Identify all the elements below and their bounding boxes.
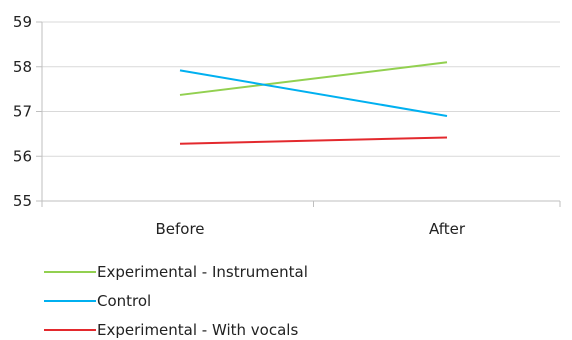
y-tick-label: 59 (13, 13, 32, 31)
legend-label-2: Experimental - With vocals (97, 321, 298, 339)
x-tick-label-before: Before (155, 220, 204, 238)
y-tick-label: 57 (13, 103, 32, 121)
gridlines (42, 21, 560, 157)
series-line-1 (179, 69, 448, 117)
y-tick-label: 58 (13, 58, 32, 76)
x-tick-label-after: After (429, 220, 466, 238)
legend: Experimental - Instrumental Control Experi… (44, 263, 308, 339)
y-tick-label: 55 (13, 192, 32, 210)
y-tick-label: 56 (13, 147, 32, 165)
legend-label-1: Control (97, 292, 151, 310)
tick-labels: 55 56 57 58 59 Before After (13, 13, 466, 238)
legend-label-0: Experimental - Instrumental (97, 263, 308, 281)
axes (36, 21, 561, 207)
series-line-0 (179, 61, 448, 96)
series-lines (179, 61, 448, 145)
series-line-2 (179, 136, 448, 145)
